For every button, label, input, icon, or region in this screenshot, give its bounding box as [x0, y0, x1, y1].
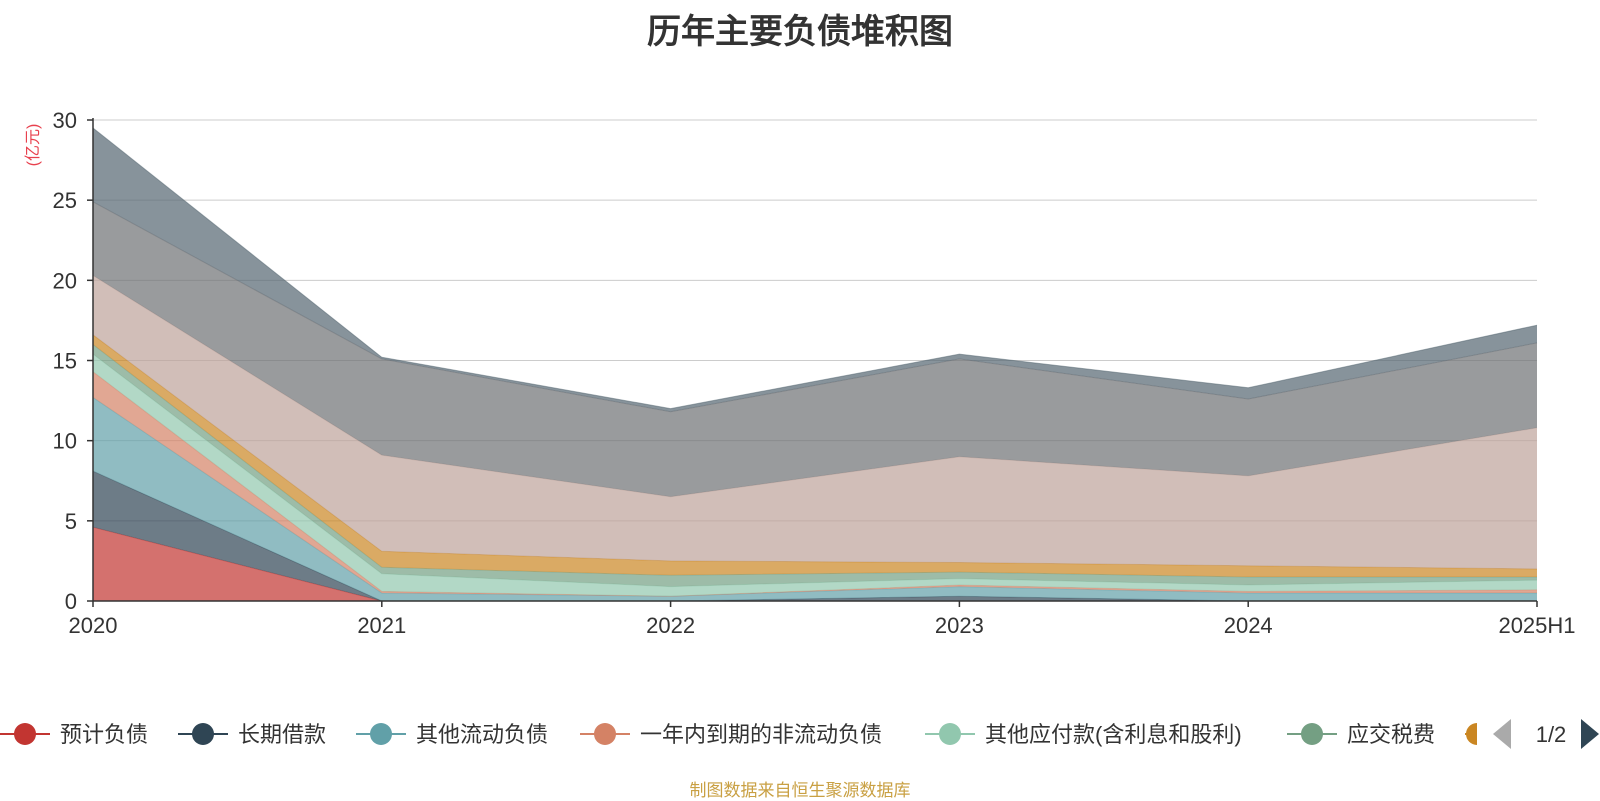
- legend-label: 一年内到期的非流动负债: [640, 722, 882, 747]
- y-tick-label: 30: [53, 108, 77, 133]
- x-tick-label: 2024: [1224, 613, 1273, 638]
- legend-marker-icon: [1301, 723, 1323, 745]
- legend-marker-icon: [939, 723, 961, 745]
- y-tick-label: 15: [53, 349, 77, 374]
- x-tick-label: 2020: [69, 613, 118, 638]
- y-tick-label: 25: [53, 188, 77, 213]
- area-series-1: [93, 527, 1537, 601]
- legend-label: 其他应付款(含利息和股利): [985, 722, 1242, 747]
- y-tick-label: 0: [65, 589, 77, 614]
- legend-marker-icon: [192, 723, 214, 745]
- legend-label: 应交税费: [1347, 722, 1435, 747]
- area-series-9: [93, 201, 1537, 497]
- legend-label: 其他流动负债: [416, 722, 548, 747]
- legend-page-indicator: 1/2: [1536, 722, 1567, 747]
- x-tick-label: 2022: [646, 613, 695, 638]
- legend-marker-icon: [1466, 723, 1477, 745]
- chart-title: 历年主要负债堆积图: [647, 13, 953, 51]
- legend-item[interactable]: 其他流动负债: [356, 722, 548, 747]
- area-series: [92, 127, 1538, 602]
- y-tick-labels: 0 5 10 15 20 25 30: [53, 108, 77, 614]
- area-series-edge-10: [92, 127, 1538, 410]
- y-tick-label: 10: [53, 429, 77, 454]
- axes: [92, 118, 1537, 602]
- legend-marker-icon: [370, 723, 392, 745]
- legend-marker-icon: [594, 723, 616, 745]
- y-tick-label: 5: [65, 509, 77, 534]
- x-tick-labels: 2020 2021 2022 2023 2024 2025H1: [69, 601, 1576, 638]
- legend-item[interactable]: 其他应付款(含利息和股利): [925, 722, 1242, 747]
- legend-label: 预计负债: [60, 722, 148, 747]
- pager-next-icon[interactable]: [1581, 719, 1599, 749]
- source-note: 制图数据来自恒生聚源数据库: [689, 781, 911, 800]
- legend-item[interactable]: 应交税费: [1287, 722, 1435, 747]
- area-series-8: [93, 275, 1537, 569]
- legend-label: 长期借款: [238, 722, 326, 747]
- legend-item[interactable]: 预计负债: [0, 722, 148, 747]
- x-tick-label: 2021: [357, 613, 406, 638]
- legend-pager[interactable]: 1/2: [1493, 719, 1599, 749]
- x-tick-label: 2023: [935, 613, 984, 638]
- y-tick-label: 20: [53, 268, 77, 293]
- legend-item[interactable]: 长期借款: [178, 722, 326, 747]
- legend-item-partial[interactable]: [1465, 723, 1477, 745]
- legend[interactable]: 预计负债 长期借款 其他流动负债 一年内到期的非流动负债 其他应付款(含利息和股利) 应交…: [0, 722, 1477, 747]
- legend-marker-icon: [14, 723, 36, 745]
- area-series-edge-9: [92, 201, 1538, 413]
- y-axis-label: (亿元): [24, 124, 42, 167]
- legend-item[interactable]: 一年内到期的非流动负债: [580, 722, 882, 747]
- x-tick-label: 2025H1: [1498, 613, 1575, 638]
- pager-prev-icon[interactable]: [1493, 719, 1511, 749]
